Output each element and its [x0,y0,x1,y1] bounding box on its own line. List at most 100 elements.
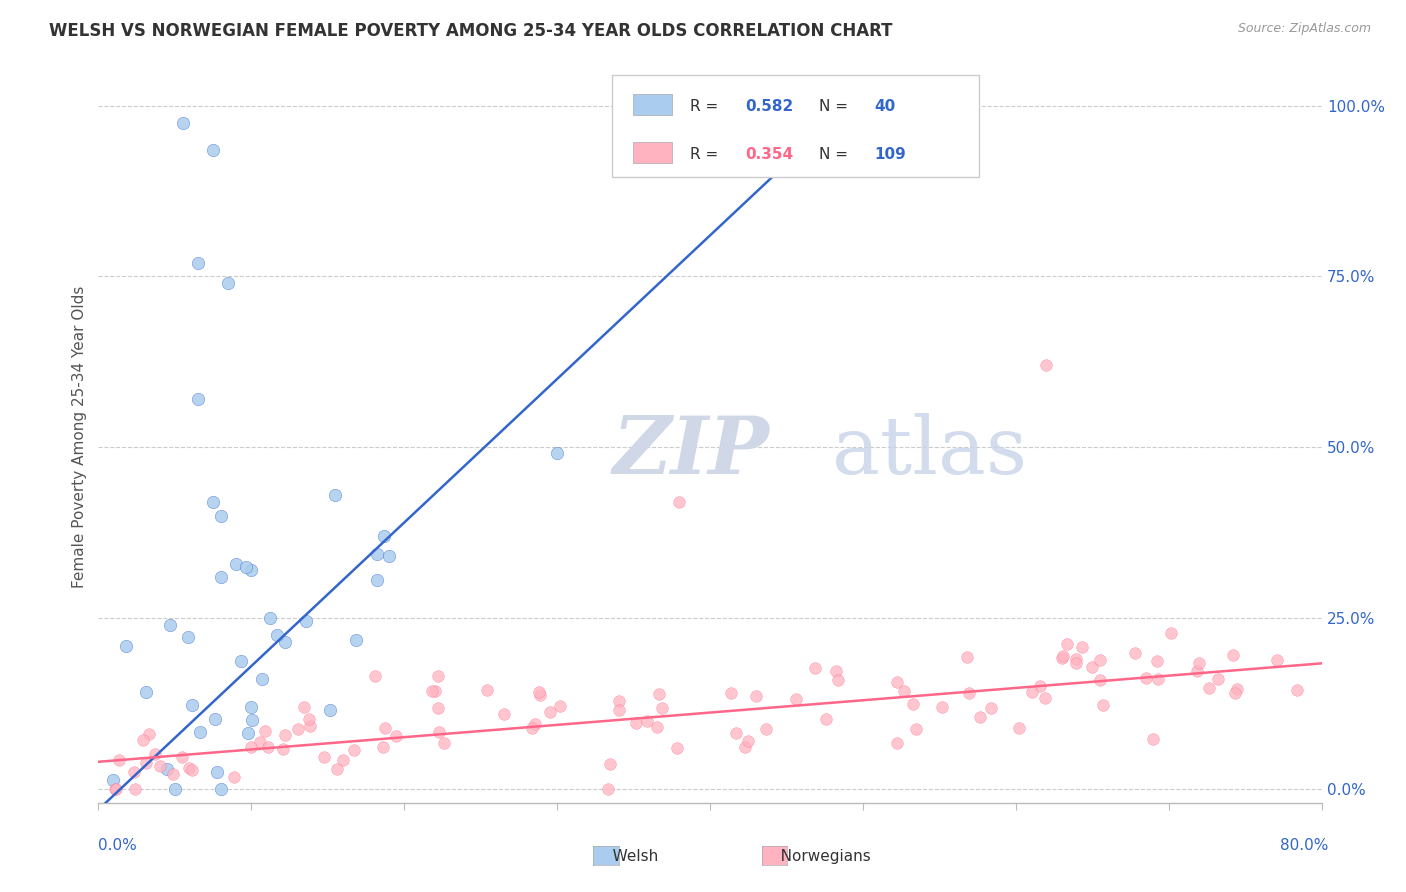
Point [254,723,277,738]
Point [1081,659,1104,673]
Point [143,747,166,761]
FancyBboxPatch shape [612,75,979,178]
Point [1064,652,1087,666]
Point [177,630,200,644]
Point [287,723,309,737]
Point [249,735,271,749]
Point [599,757,621,772]
Point [1033,691,1056,706]
Point [202,143,225,157]
Point [292,700,315,714]
Point [323,488,346,502]
Point [374,721,396,735]
Text: 109: 109 [875,146,905,161]
Point [624,716,647,731]
Point [294,615,316,629]
Point [240,563,263,577]
Point [886,736,908,750]
Point [326,762,349,776]
FancyBboxPatch shape [633,95,672,115]
Point [903,697,925,711]
Point [162,767,184,781]
Point [803,661,825,675]
Point [980,701,1002,715]
Point [492,706,515,721]
Point [1146,654,1168,668]
Point [596,782,619,797]
Point [607,703,630,717]
Point [250,672,273,686]
Point [1021,685,1043,699]
Point [1135,671,1157,685]
Point [609,694,631,708]
Point [893,684,915,698]
Point [548,698,571,713]
Point [209,508,232,523]
Point [645,720,668,734]
Point [905,722,928,736]
Point [1286,682,1309,697]
Point [529,688,551,702]
Point [188,725,211,739]
Text: 0.0%: 0.0% [98,838,138,854]
Point [734,739,756,754]
Text: 80.0%: 80.0% [1281,838,1329,854]
Point [298,719,321,733]
Point [172,115,194,129]
Point [1092,698,1115,713]
Point [520,722,543,736]
Point [319,703,342,717]
Point [427,700,450,714]
Point [107,753,129,767]
Text: Norwegians: Norwegians [766,849,872,863]
Point [135,756,157,770]
Point [1225,681,1247,696]
Point [104,782,127,797]
Point [651,701,673,715]
Point [546,446,568,460]
Point [1070,640,1092,655]
Point [124,782,146,797]
Point [1056,637,1078,651]
Point [1187,664,1209,678]
Point [1123,646,1146,660]
Point [242,713,264,727]
Point [229,654,252,668]
Point [745,689,768,703]
Text: 0.354: 0.354 [745,146,793,161]
Point [239,740,262,755]
Point [931,699,953,714]
Point [204,711,226,725]
Text: Welsh: Welsh [598,849,658,863]
Text: R =: R = [690,146,724,161]
Text: 0.582: 0.582 [745,99,794,114]
Point [135,685,157,699]
Point [181,698,204,713]
Point [202,495,225,509]
Point [420,683,443,698]
Point [1088,673,1111,688]
Point [527,684,550,698]
Point [159,618,181,632]
Text: Source: ZipAtlas.com: Source: ZipAtlas.com [1237,22,1371,36]
Text: 40: 40 [875,99,896,114]
Point [209,570,232,584]
Point [1035,359,1057,373]
Point [1064,656,1087,670]
Point [366,573,388,587]
Point [1052,648,1074,663]
Point [266,628,288,642]
Point [172,750,194,764]
Point [886,675,908,690]
Point [298,712,321,726]
Point [720,686,742,700]
Point [238,726,260,740]
Point [1222,648,1244,663]
Text: N =: N = [818,99,853,114]
Point [205,764,228,779]
Point [217,277,239,291]
Point [131,733,153,747]
Point [1160,626,1182,640]
Text: R =: R = [690,99,724,114]
Point [240,699,263,714]
